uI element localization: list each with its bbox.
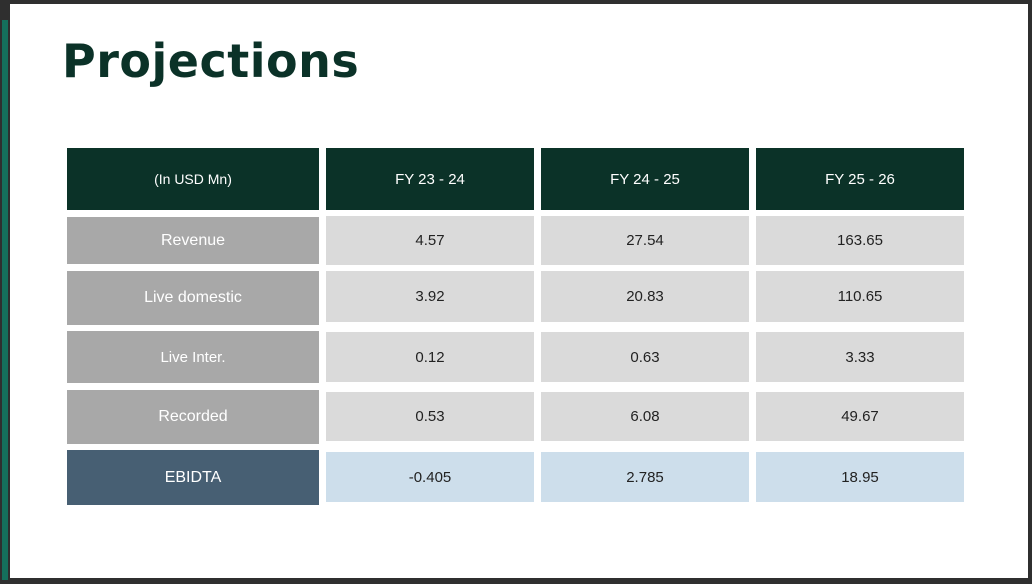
cell-live-domestic-fy24-25: 20.83 xyxy=(541,271,749,322)
cell-recorded-fy24-25: 6.08 xyxy=(541,392,749,441)
cell-ebidta-fy25-26: 18.95 xyxy=(756,452,964,502)
cell-recorded-fy23-24: 0.53 xyxy=(326,392,534,441)
cell-live-inter-fy23-24: 0.12 xyxy=(326,332,534,382)
cell-recorded-fy25-26: 49.67 xyxy=(756,392,964,441)
row-label-live-domestic: Live domestic xyxy=(67,271,319,325)
page-title: Projections xyxy=(62,34,360,88)
cell-ebidta-fy24-25: 2.785 xyxy=(541,452,749,502)
accent-bar xyxy=(2,20,8,580)
header-units: (In USD Mn) xyxy=(67,148,319,210)
cell-revenue-fy25-26: 163.65 xyxy=(756,216,964,265)
cell-revenue-fy23-24: 4.57 xyxy=(326,216,534,265)
header-fy24-25: FY 24 - 25 xyxy=(541,148,749,210)
cell-live-domestic-fy25-26: 110.65 xyxy=(756,271,964,322)
cell-live-inter-fy25-26: 3.33 xyxy=(756,332,964,382)
row-label-ebidta: EBIDTA xyxy=(67,450,319,505)
row-label-live-inter: Live Inter. xyxy=(67,331,319,383)
cell-live-domestic-fy23-24: 3.92 xyxy=(326,271,534,322)
header-fy23-24: FY 23 - 24 xyxy=(326,148,534,210)
cell-revenue-fy24-25: 27.54 xyxy=(541,216,749,265)
header-fy25-26: FY 25 - 26 xyxy=(756,148,964,210)
cell-ebidta-fy23-24: -0.405 xyxy=(326,452,534,502)
cell-live-inter-fy24-25: 0.63 xyxy=(541,332,749,382)
slide: Projections (In USD Mn) FY 23 - 24 FY 24… xyxy=(10,4,1028,578)
row-label-revenue: Revenue xyxy=(67,217,319,264)
row-label-recorded: Recorded xyxy=(67,390,319,444)
